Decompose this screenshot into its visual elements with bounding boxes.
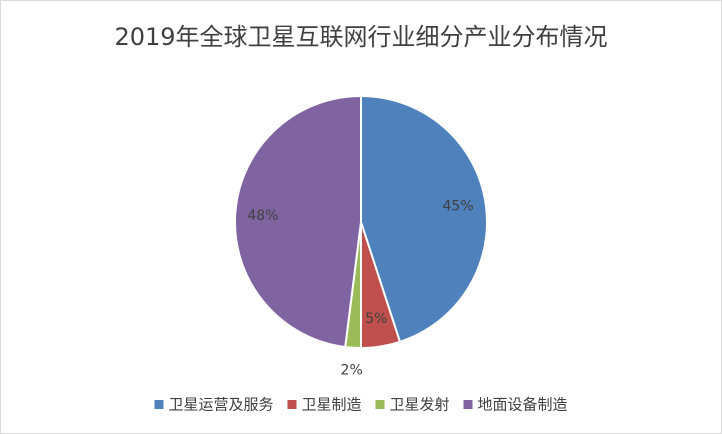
data-label: 48%	[247, 208, 278, 224]
data-label: 2%	[341, 362, 363, 378]
legend-marker	[287, 400, 297, 409]
data-label: 45%	[443, 199, 474, 215]
legend-marker	[154, 400, 164, 409]
legend-label: 地面设备制造	[478, 396, 568, 414]
legend-label: 卫星发射	[390, 396, 450, 414]
data-label: 5%	[365, 311, 387, 327]
legend-label: 卫星运营及服务	[168, 396, 273, 414]
chart-title: 2019年全球卫星互联网行业细分产业分布情况	[114, 23, 607, 51]
legend-marker	[463, 400, 473, 409]
pie-slice	[360, 94, 488, 344]
legend-marker	[375, 400, 385, 409]
legend-label: 卫星制造	[301, 396, 361, 414]
pie-slice	[234, 94, 362, 349]
